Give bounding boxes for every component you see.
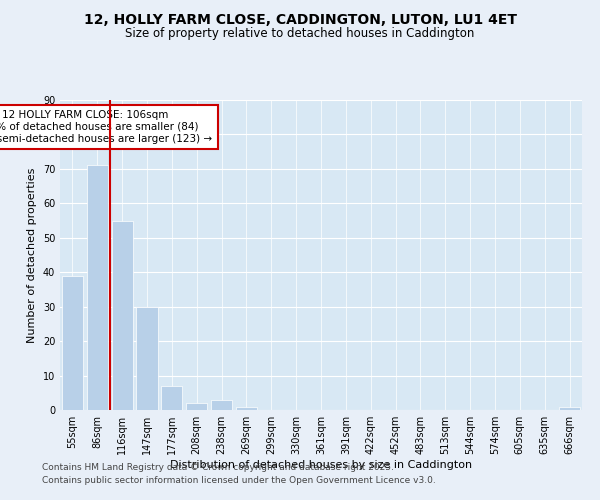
- Bar: [161, 386, 182, 410]
- Bar: [186, 403, 207, 410]
- Bar: [559, 406, 580, 410]
- Bar: [211, 400, 232, 410]
- Bar: [62, 276, 83, 410]
- Text: 12 HOLLY FARM CLOSE: 106sqm
← 41% of detached houses are smaller (84)
59% of sem: 12 HOLLY FARM CLOSE: 106sqm ← 41% of det…: [0, 110, 212, 144]
- Text: Contains HM Land Registry data © Crown copyright and database right 2025.: Contains HM Land Registry data © Crown c…: [42, 464, 394, 472]
- Text: 12, HOLLY FARM CLOSE, CADDINGTON, LUTON, LU1 4ET: 12, HOLLY FARM CLOSE, CADDINGTON, LUTON,…: [83, 12, 517, 26]
- Bar: [136, 306, 158, 410]
- Text: Size of property relative to detached houses in Caddington: Size of property relative to detached ho…: [125, 28, 475, 40]
- Bar: [236, 406, 257, 410]
- Bar: [87, 166, 108, 410]
- Y-axis label: Number of detached properties: Number of detached properties: [27, 168, 37, 342]
- Bar: [112, 220, 133, 410]
- X-axis label: Distribution of detached houses by size in Caddington: Distribution of detached houses by size …: [170, 460, 472, 470]
- Text: Contains public sector information licensed under the Open Government Licence v3: Contains public sector information licen…: [42, 476, 436, 485]
